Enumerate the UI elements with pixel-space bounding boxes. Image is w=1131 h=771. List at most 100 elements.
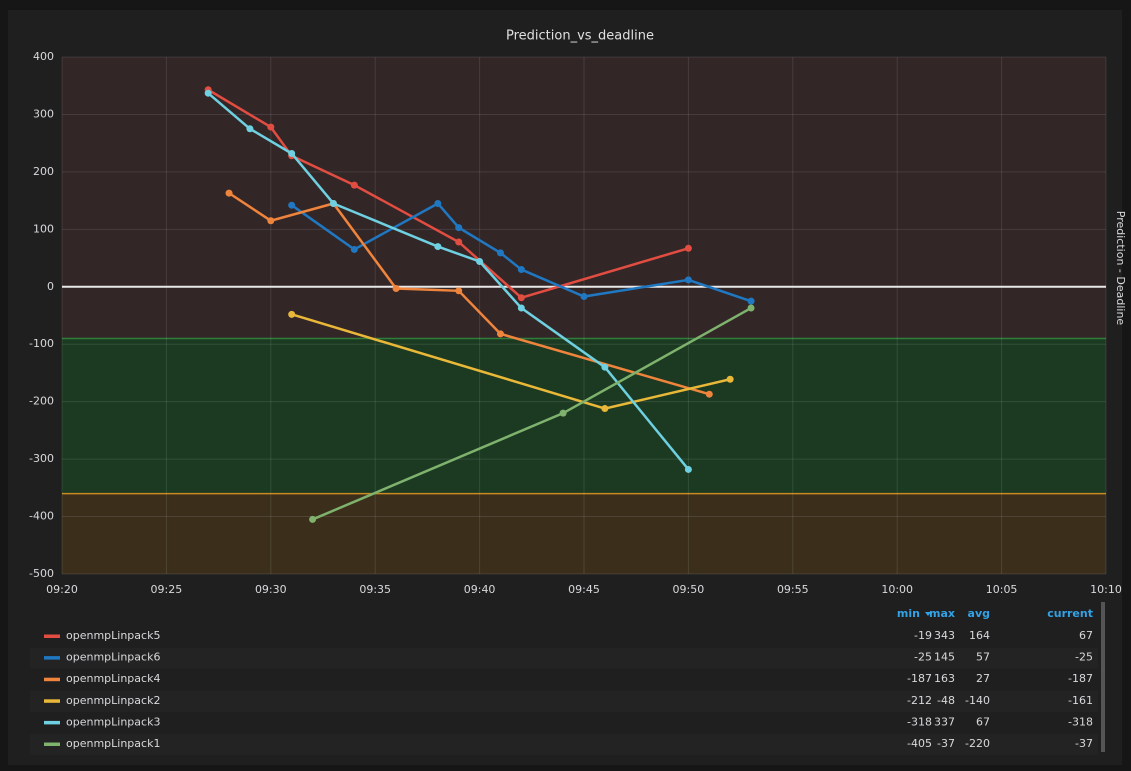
threshold-band: [62, 493, 1106, 574]
x-tick-label: 09:50: [673, 583, 705, 596]
data-point: [684, 244, 692, 252]
scrollbar[interactable]: [1101, 602, 1105, 752]
legend-value: 337: [934, 715, 955, 728]
legend-swatch: [44, 742, 60, 746]
legend-row: [30, 690, 1098, 712]
legend-swatch: [44, 656, 60, 660]
y-tick-label: -300: [29, 452, 54, 465]
data-point: [204, 89, 212, 97]
x-tick-label: 10:00: [881, 583, 913, 596]
legend-value: -212: [907, 694, 932, 707]
data-point: [392, 285, 400, 293]
legend-value: -37: [1075, 737, 1093, 750]
legend-swatch: [44, 699, 60, 703]
legend-swatch: [44, 634, 60, 638]
data-point: [434, 243, 442, 251]
legend-value: -37: [937, 737, 955, 750]
data-point: [517, 294, 525, 302]
x-tick-label: 09:30: [255, 583, 287, 596]
legend-value: -19: [914, 629, 932, 642]
chart-title: Prediction_vs_deadline: [506, 29, 654, 44]
legend-value: -220: [965, 737, 990, 750]
y-tick-label: -500: [29, 567, 54, 580]
legend-label: openmpLinpack3: [66, 715, 160, 728]
threshold-band: [62, 338, 1106, 494]
legend-row: [30, 734, 1098, 755]
x-tick-label: 10:05: [986, 583, 1018, 596]
legend-header: avg: [968, 607, 990, 620]
data-point: [476, 258, 484, 266]
data-point: [246, 125, 254, 133]
data-point: [288, 310, 296, 318]
data-point: [225, 189, 233, 197]
data-point: [267, 123, 275, 131]
x-tick-label: 09:40: [464, 583, 496, 596]
data-point: [329, 199, 337, 207]
legend-label: openmpLinpack6: [66, 651, 160, 664]
data-point: [517, 304, 525, 312]
legend-label: openmpLinpack1: [66, 737, 160, 750]
data-point: [350, 181, 358, 189]
sort-arrow: [925, 612, 931, 616]
data-point: [496, 330, 504, 338]
legend-label: openmpLinpack4: [66, 672, 160, 685]
y-tick-label: -200: [29, 395, 54, 408]
data-point: [455, 224, 463, 232]
x-tick-label: 09:55: [777, 583, 809, 596]
data-point: [705, 390, 713, 398]
legend-value: 67: [1079, 629, 1093, 642]
data-point: [726, 375, 734, 383]
legend-label: openmpLinpack5: [66, 629, 160, 642]
legend-swatch: [44, 677, 60, 682]
y-tick-label: 200: [33, 165, 54, 178]
legend-row: [30, 647, 1098, 669]
legend-value: -48: [937, 694, 955, 707]
y-tick-label: 100: [33, 222, 54, 235]
legend-label: openmpLinpack2: [66, 694, 160, 707]
data-point: [288, 150, 296, 158]
legend-value: -318: [1068, 715, 1093, 728]
legend-value: 163: [934, 672, 955, 685]
data-point: [517, 266, 525, 274]
data-point: [601, 405, 609, 413]
legend-value: -140: [965, 694, 990, 707]
legend-value: -187: [1068, 672, 1093, 685]
x-tick-label: 09:25: [151, 583, 183, 596]
legend-value: 57: [976, 651, 990, 664]
legend-value: 145: [934, 651, 955, 664]
data-point: [684, 465, 692, 473]
x-tick-label: 09:20: [46, 583, 78, 596]
data-point: [267, 217, 275, 225]
legend-value: 27: [976, 672, 990, 685]
data-point: [288, 201, 296, 209]
data-point: [747, 304, 755, 312]
data-point: [455, 238, 463, 246]
legend-value: -318: [907, 715, 932, 728]
legend-value: -187: [907, 672, 932, 685]
data-point: [747, 297, 755, 305]
legend-header: max: [929, 607, 955, 620]
data-point: [455, 287, 463, 295]
data-point: [580, 293, 588, 301]
data-point: [559, 409, 567, 417]
legend-value: 164: [969, 629, 990, 642]
y-tick-label: 400: [33, 50, 54, 63]
legend-value: -405: [907, 737, 932, 750]
legend-value: -25: [914, 651, 932, 664]
y-axis-label: Prediction - Deadline: [1114, 211, 1127, 326]
legend-value: 67: [976, 715, 990, 728]
legend-value: -25: [1075, 651, 1093, 664]
data-point: [309, 515, 317, 523]
x-tick-label: 09:35: [359, 583, 391, 596]
data-point: [684, 276, 692, 284]
y-tick-label: -100: [29, 337, 54, 350]
legend-header: min: [897, 607, 920, 620]
x-tick-label: 09:45: [568, 583, 600, 596]
data-point: [496, 249, 504, 257]
legend-swatch: [44, 720, 60, 725]
legend-value: 343: [934, 629, 955, 642]
legend-value: -161: [1068, 694, 1093, 707]
data-point: [350, 245, 358, 253]
